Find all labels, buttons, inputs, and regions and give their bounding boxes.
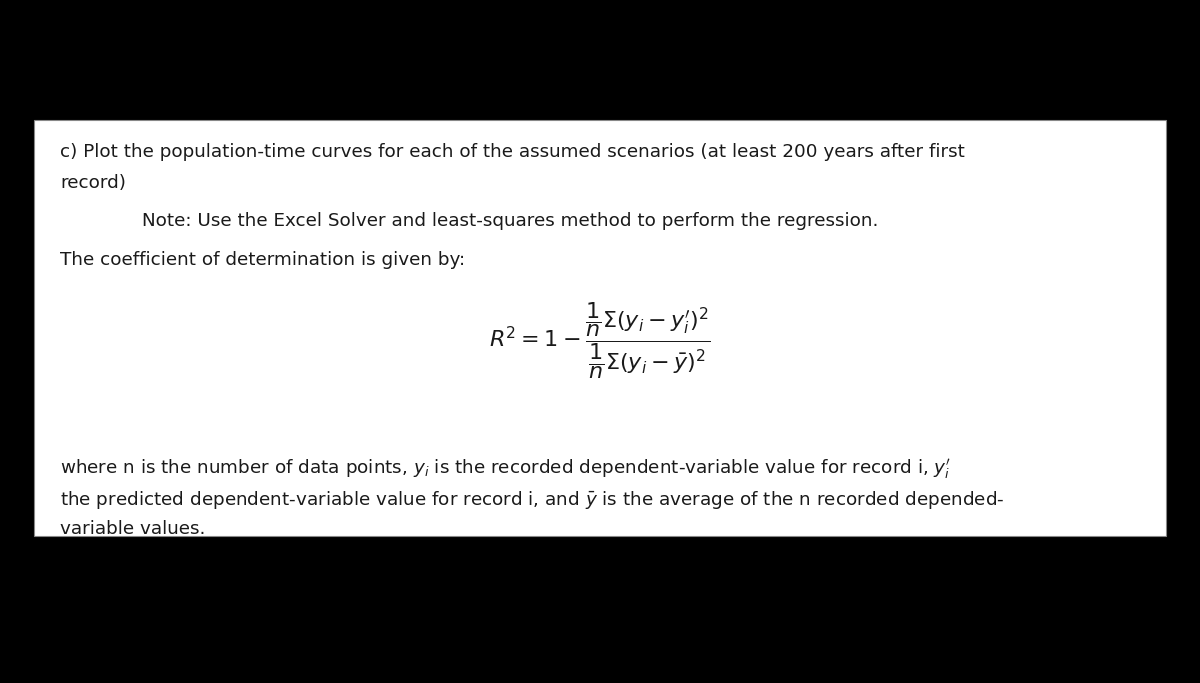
Text: where n is the number of data points, $y_i$ is the recorded dependent-variable v: where n is the number of data points, $y… — [60, 458, 950, 482]
Text: the predicted dependent-variable value for record i, and $\bar{y}$ is the averag: the predicted dependent-variable value f… — [60, 489, 1004, 511]
Text: c) Plot the population-time curves for each of the assumed scenarios (at least 2: c) Plot the population-time curves for e… — [60, 143, 965, 161]
Text: The coefficient of determination is given by:: The coefficient of determination is give… — [60, 251, 466, 269]
Text: record): record) — [60, 174, 126, 192]
Text: Note: Use the Excel Solver and least-squares method to perform the regression.: Note: Use the Excel Solver and least-squ… — [142, 212, 878, 229]
FancyBboxPatch shape — [34, 120, 1166, 536]
Text: variable values.: variable values. — [60, 520, 205, 538]
Text: $R^2 = 1 - \dfrac{\dfrac{1}{n}\Sigma(y_i - y_i^{\prime})^2}{\dfrac{1}{n}\Sigma(y: $R^2 = 1 - \dfrac{\dfrac{1}{n}\Sigma(y_i… — [490, 301, 710, 381]
